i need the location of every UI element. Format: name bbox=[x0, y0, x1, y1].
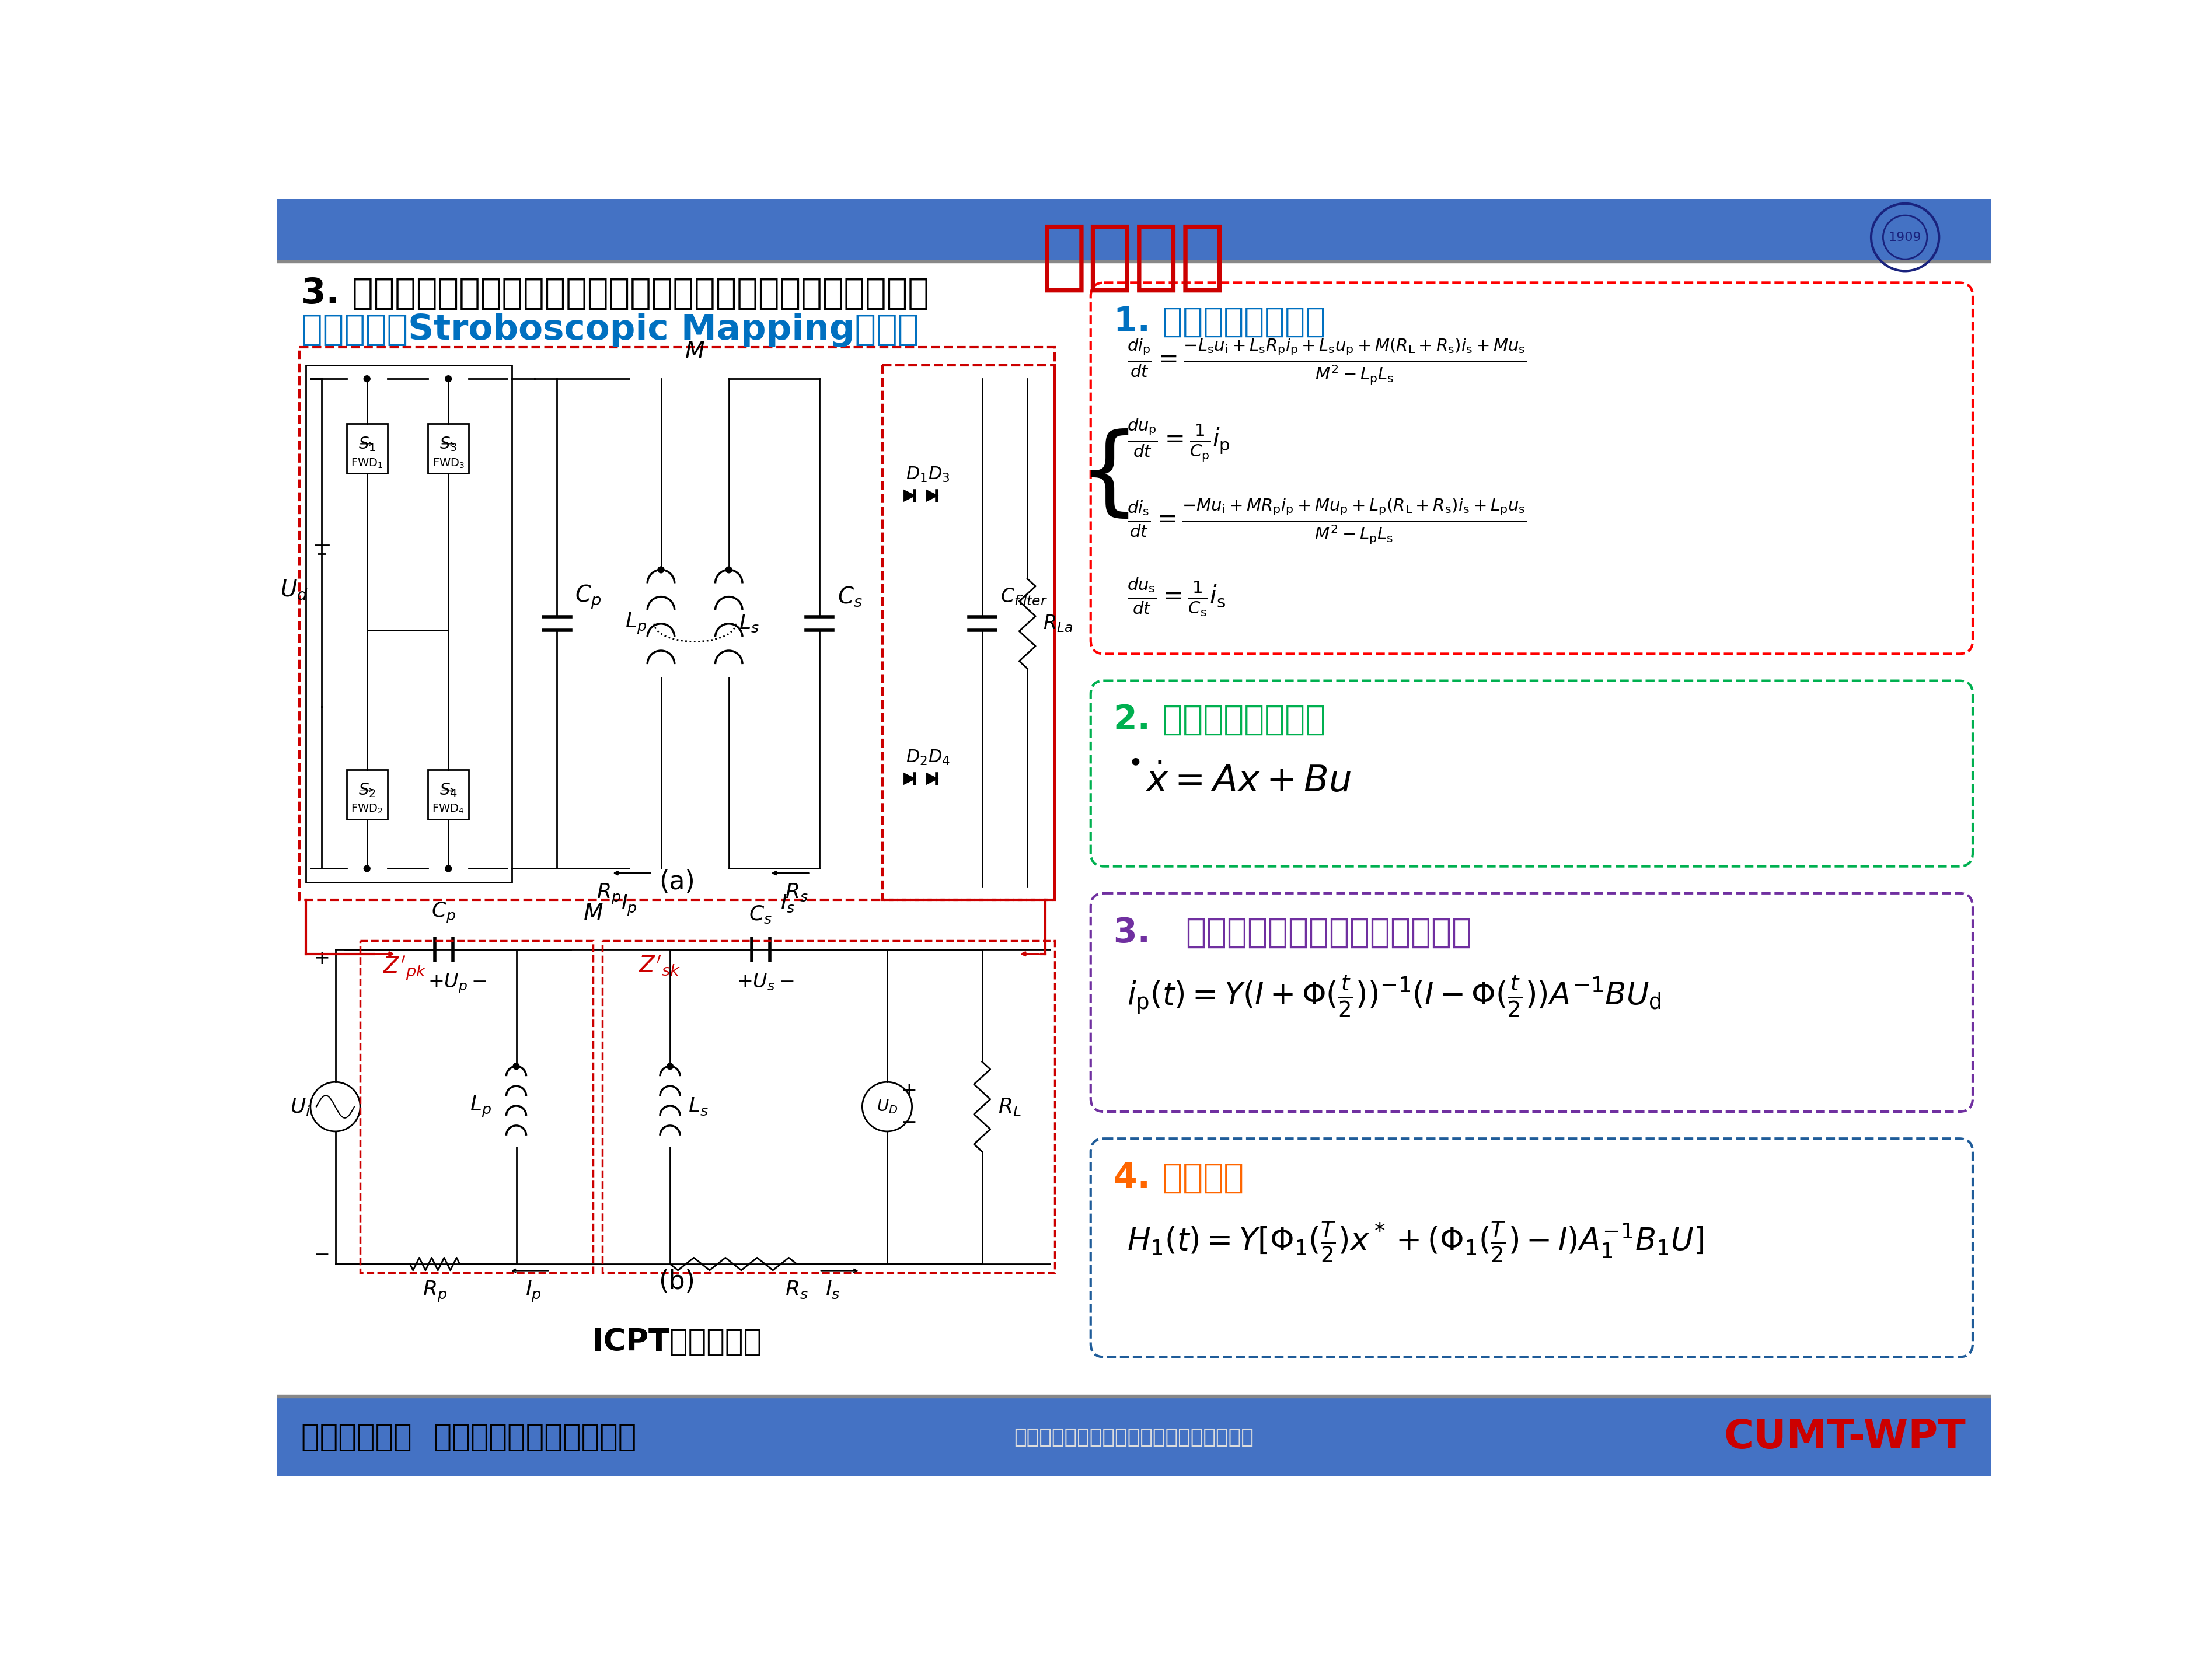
Text: $D_4$: $D_4$ bbox=[929, 748, 951, 766]
Text: $C_s$: $C_s$ bbox=[750, 904, 772, 924]
Text: $I_s$: $I_s$ bbox=[781, 893, 794, 914]
Text: FWD$_4$: FWD$_4$ bbox=[431, 803, 465, 816]
Circle shape bbox=[666, 1063, 672, 1070]
Text: 4. 边界函数: 4. 边界函数 bbox=[1113, 1161, 1243, 1194]
Text: $S_4$: $S_4$ bbox=[440, 781, 458, 798]
Text: {: { bbox=[1077, 428, 1139, 524]
Text: $R_s$: $R_s$ bbox=[785, 883, 807, 902]
Text: −: − bbox=[900, 1113, 918, 1131]
Text: $\frac{du_{\rm p}}{dt} = \frac{1}{C_{\rm p}} i_{\rm p}$: $\frac{du_{\rm p}}{dt} = \frac{1}{C_{\rm… bbox=[1126, 416, 1230, 463]
FancyBboxPatch shape bbox=[1091, 893, 1973, 1112]
Text: $U_d$: $U_d$ bbox=[281, 579, 307, 601]
Bar bbox=[602, 941, 1055, 1272]
Circle shape bbox=[363, 375, 369, 382]
Text: FWD$_3$: FWD$_3$ bbox=[431, 458, 465, 469]
Bar bbox=[299, 347, 1055, 901]
Polygon shape bbox=[927, 491, 938, 501]
Bar bbox=[276, 260, 1991, 262]
Bar bbox=[276, 199, 1991, 260]
Polygon shape bbox=[905, 773, 914, 783]
Text: 技术实现: 技术实现 bbox=[1042, 221, 1225, 295]
Text: $\bullet$: $\bullet$ bbox=[1126, 750, 1139, 775]
Bar bbox=[305, 365, 511, 883]
Text: $\frac{di_{\rm s}}{dt} = \frac{-Mu_{\rm i}+MR_{\rm p}i_{\rm p}+Mu_{\rm p}+L_{\rm: $\frac{di_{\rm s}}{dt} = \frac{-Mu_{\rm … bbox=[1126, 496, 1526, 546]
Text: $i_{\rm p}(t) = Y(I+\Phi(\frac{t}{2}))^{-1}(I-\Phi(\frac{t}{2}))A^{-1}BU_{\rm d}: $i_{\rm p}(t) = Y(I+\Phi(\frac{t}{2}))^{… bbox=[1126, 974, 1661, 1019]
Text: 2. 系统状态空间模型: 2. 系统状态空间模型 bbox=[1113, 703, 1325, 737]
Text: $S_1$: $S_1$ bbox=[358, 435, 376, 453]
Circle shape bbox=[445, 375, 451, 382]
Text: 频闪映射（Stroboscopic Mapping）建模: 频闪映射（Stroboscopic Mapping）建模 bbox=[301, 312, 920, 347]
Text: $C_p$: $C_p$ bbox=[431, 901, 456, 924]
Text: $L_s$: $L_s$ bbox=[739, 614, 759, 634]
Bar bbox=[883, 365, 1055, 901]
Circle shape bbox=[726, 567, 732, 572]
Text: $C_p$: $C_p$ bbox=[575, 582, 602, 611]
Text: $S_2$: $S_2$ bbox=[358, 781, 376, 798]
Text: $M$: $M$ bbox=[584, 902, 604, 924]
Text: $+U_s-$: $+U_s-$ bbox=[737, 972, 794, 992]
Text: CUMT-WPT: CUMT-WPT bbox=[1723, 1417, 1966, 1457]
Text: $R_p$: $R_p$ bbox=[422, 1279, 447, 1304]
Text: $D_3$: $D_3$ bbox=[929, 466, 951, 483]
Bar bbox=[429, 423, 469, 473]
Text: (b): (b) bbox=[659, 1269, 695, 1294]
Text: $\frac{di_{\rm p}}{dt} = \frac{-L_{\rm s}u_{\rm i}+L_{\rm s}R_{\rm p}i_{\rm p}+L: $\frac{di_{\rm p}}{dt} = \frac{-L_{\rm s… bbox=[1126, 337, 1526, 387]
Text: $\dot{x} = Ax + Bu$: $\dot{x} = Ax + Bu$ bbox=[1146, 765, 1352, 800]
Text: 3.   逆变器输出电流不动点时间函数: 3. 逆变器输出电流不动点时间函数 bbox=[1113, 916, 1471, 949]
Text: 中国电工技术学会《电气技术》杂志社发布: 中国电工技术学会《电气技术》杂志社发布 bbox=[1013, 1427, 1254, 1447]
Text: −: − bbox=[314, 1246, 330, 1264]
Text: 3. 基于逆变器软开关工作点谐波特性的无线电能与信号同步传输: 3. 基于逆变器软开关工作点谐波特性的无线电能与信号同步传输 bbox=[301, 277, 929, 312]
Text: 1. 系统电路微分方程: 1. 系统电路微分方程 bbox=[1113, 305, 1325, 338]
Bar bbox=[361, 941, 593, 1272]
Polygon shape bbox=[927, 773, 938, 783]
Text: $L_s$: $L_s$ bbox=[688, 1097, 708, 1117]
Text: $I_p$: $I_p$ bbox=[622, 893, 637, 917]
Text: $D_2$: $D_2$ bbox=[905, 748, 927, 766]
Circle shape bbox=[445, 866, 451, 871]
Text: $\frac{du_{\rm s}}{dt} = \frac{1}{C_{\rm s}} i_{\rm s}$: $\frac{du_{\rm s}}{dt} = \frac{1}{C_{\rm… bbox=[1126, 576, 1225, 619]
FancyBboxPatch shape bbox=[1091, 680, 1973, 866]
Bar bbox=[347, 770, 387, 820]
Bar bbox=[347, 423, 387, 473]
Text: +: + bbox=[314, 949, 330, 969]
Text: $L_p$: $L_p$ bbox=[469, 1095, 491, 1118]
Bar bbox=[429, 770, 469, 820]
Text: $D_1$: $D_1$ bbox=[905, 466, 927, 483]
Text: $L_p$: $L_p$ bbox=[626, 612, 646, 635]
Text: $R_s$: $R_s$ bbox=[785, 1279, 807, 1301]
FancyBboxPatch shape bbox=[1091, 1138, 1973, 1357]
Bar bbox=[276, 1395, 1991, 1397]
Circle shape bbox=[363, 866, 369, 871]
Text: $M$: $M$ bbox=[686, 340, 706, 363]
Text: ICPT系统电路图: ICPT系统电路图 bbox=[593, 1327, 761, 1357]
Text: $Z'_{sk}$: $Z'_{sk}$ bbox=[639, 954, 681, 977]
Text: (a): (a) bbox=[659, 869, 695, 894]
Text: $I_s$: $I_s$ bbox=[825, 1279, 841, 1301]
Text: $I_p$: $I_p$ bbox=[524, 1279, 542, 1304]
Text: FWD$_2$: FWD$_2$ bbox=[352, 803, 383, 816]
Text: 中国矿业大学  无线电能传输研究课题组: 中国矿业大学 无线电能传输研究课题组 bbox=[301, 1422, 637, 1452]
Circle shape bbox=[513, 1063, 520, 1070]
Text: $R_{La}$: $R_{La}$ bbox=[1044, 614, 1073, 634]
FancyBboxPatch shape bbox=[1091, 282, 1973, 654]
Text: $R_L$: $R_L$ bbox=[998, 1097, 1022, 1117]
Text: $R_p$: $R_p$ bbox=[597, 883, 622, 906]
Text: $S_3$: $S_3$ bbox=[440, 435, 458, 453]
Text: $Z'_{pk}$: $Z'_{pk}$ bbox=[383, 954, 427, 980]
Text: $H_1(t) = Y[\Phi_1(\frac{T}{2})x^* + (\Phi_1(\frac{T}{2})-I)A_1^{-1}B_1U]$: $H_1(t) = Y[\Phi_1(\frac{T}{2})x^* + (\P… bbox=[1126, 1219, 1703, 1264]
Text: $+U_p-$: $+U_p-$ bbox=[427, 972, 487, 995]
Text: $C_{filter}$: $C_{filter}$ bbox=[1000, 587, 1048, 607]
Text: $C_s$: $C_s$ bbox=[838, 586, 863, 609]
Text: $U_D$: $U_D$ bbox=[876, 1098, 898, 1115]
Text: 1909: 1909 bbox=[1889, 232, 1922, 244]
Circle shape bbox=[657, 567, 664, 572]
Text: +: + bbox=[900, 1082, 918, 1100]
Polygon shape bbox=[905, 491, 914, 501]
Bar bbox=[276, 1397, 1991, 1477]
Text: $U_i$: $U_i$ bbox=[290, 1097, 310, 1117]
Text: FWD$_1$: FWD$_1$ bbox=[352, 458, 383, 469]
